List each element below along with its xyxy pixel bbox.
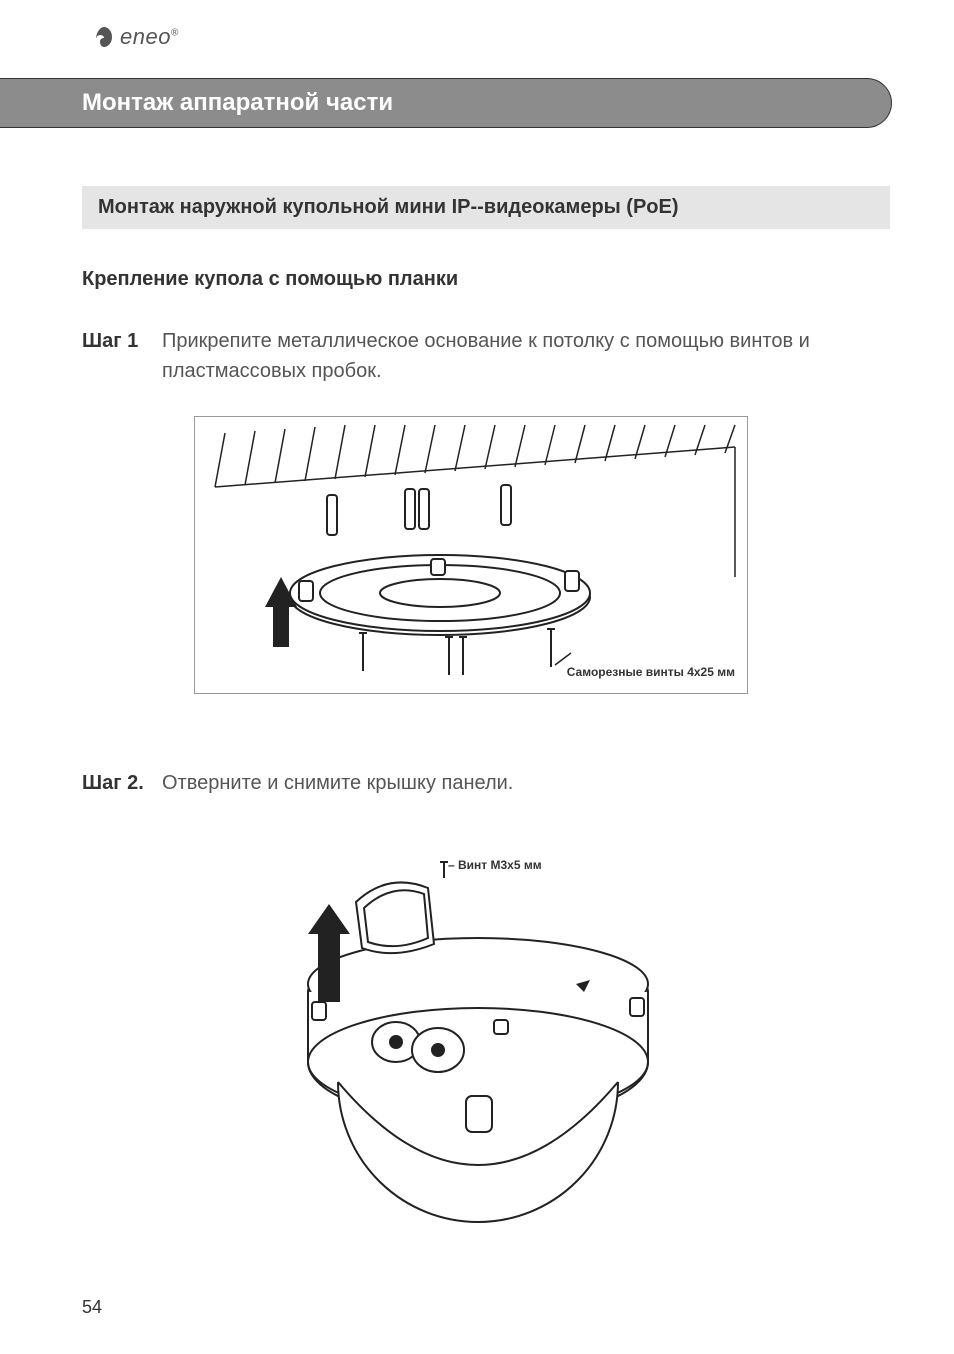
figure-1-drawing [195,417,749,695]
brand-logo: eneo® [92,24,179,50]
figure-2: – Винт M3x5 мм [278,852,662,1248]
subsection-heading: Крепление купола с помощью планки [82,268,458,291]
brand-name: eneo® [120,24,179,50]
sub-header: Монтаж наружной купольной мини IP--видео… [82,186,890,229]
step-1-text: Прикрепите металлическое основание к пот… [162,326,890,386]
figure-2-callout: – Винт M3x5 мм [448,858,542,872]
figure-2-drawing [278,852,662,1248]
step-2: Шаг 2. Отверните и снимите крышку панели… [82,768,890,798]
figure-1: Саморезные винты 4x25 мм [194,416,748,694]
step-1-label: Шаг 1 [82,326,162,386]
section-header: Монтаж аппаратной части [0,78,892,128]
brand-text: eneo [120,24,171,49]
step-2-label: Шаг 2. [82,768,162,798]
step-1: Шаг 1 Прикрепите металлическое основание… [82,326,890,386]
figure-1-callout: Саморезные винты 4x25 мм [567,665,735,679]
logo-mark-icon [92,25,116,49]
step-2-text: Отверните и снимите крышку панели. [162,768,890,798]
page-number: 54 [82,1297,102,1318]
